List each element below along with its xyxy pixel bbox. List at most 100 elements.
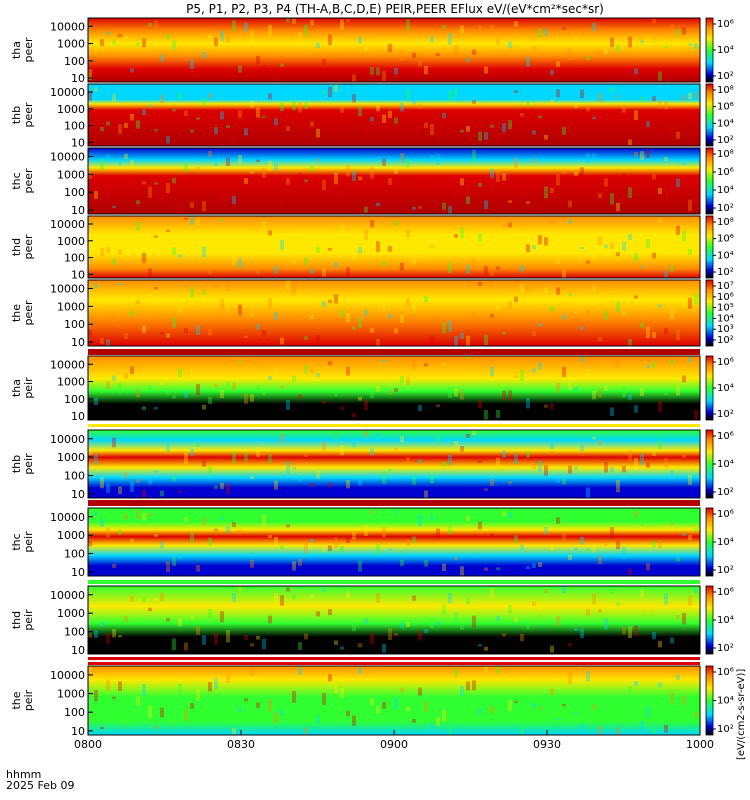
panel-frame xyxy=(87,83,701,147)
spectrogram-thd-peer xyxy=(88,216,700,278)
spectrogram-texture xyxy=(88,586,698,653)
separator-strip xyxy=(88,424,700,427)
colorbar-tick-label: 10⁶ xyxy=(717,167,734,178)
panel-label-the-peer: peer xyxy=(22,300,35,326)
panel-label-thb-peir: peir xyxy=(22,453,35,475)
spectrogram-texture xyxy=(88,280,698,346)
y-tick-label: 100 xyxy=(64,318,85,331)
y-tick-label: 10 xyxy=(71,488,85,501)
colorbar-label: [eV/(cm2-s-sr-eV)] xyxy=(736,669,747,760)
colorbar-tick-label: 10³ xyxy=(717,324,734,335)
spectrogram-texture xyxy=(88,18,698,82)
y-tick-label: 10000 xyxy=(50,669,85,682)
spectrogram-thc-peir xyxy=(88,508,700,576)
colorbar-tick-label: 10⁴ xyxy=(717,696,734,707)
y-tick-label: 100 xyxy=(64,186,85,199)
panel-frame xyxy=(87,507,701,577)
colorbar xyxy=(705,429,714,499)
colorbar-tick-label: 10⁴ xyxy=(717,313,734,324)
y-tick-label: 1000 xyxy=(57,529,85,542)
y-tick-label: 10 xyxy=(71,644,85,657)
y-tick-label: 10000 xyxy=(50,20,85,33)
panel-label-tha-peir: peir xyxy=(22,377,35,399)
x-tick-label: 0800 xyxy=(74,738,102,751)
spectrogram-tha-peir xyxy=(88,356,700,420)
spectrogram-thb-peir xyxy=(88,430,700,498)
date-label: 2025 Feb 09 xyxy=(6,779,74,792)
colorbar-tick-label: 10² xyxy=(717,203,734,214)
panel-label-thb-peer: peer xyxy=(22,102,35,128)
y-tick-label: 100 xyxy=(64,252,85,265)
colorbar xyxy=(705,355,714,421)
y-tick-label: 10000 xyxy=(50,86,85,99)
separator-strip xyxy=(88,349,700,355)
colorbar-tick-label: 10⁶ xyxy=(717,509,734,520)
spectrogram-texture xyxy=(88,84,698,146)
panel-label-thd-peer: peer xyxy=(22,234,35,260)
colorbar-tick-label: 10⁶ xyxy=(717,587,734,598)
panel-label-the-peir: the xyxy=(10,691,23,709)
colorbar-tick-label: 10⁶ xyxy=(717,19,734,30)
x-tick-label: 0930 xyxy=(533,738,561,751)
colorbar-tick-label: 10⁶ xyxy=(717,292,734,303)
y-tick-label: 100 xyxy=(64,55,85,68)
spectrogram-thd-peir xyxy=(88,586,700,654)
x-tick-label: 0900 xyxy=(380,738,408,751)
panel-label-thc-peer: peer xyxy=(22,168,35,194)
y-tick-label: 1000 xyxy=(57,376,85,389)
separator-strip xyxy=(88,580,700,584)
colorbar-tick-label: 10⁵ xyxy=(717,303,734,314)
panel-label-the-peer: the xyxy=(10,304,23,322)
x-axis-label: hhmm xyxy=(6,768,41,781)
panel-label-thd-peer: thd xyxy=(10,238,23,256)
panel-frame xyxy=(87,355,701,421)
panel-label-thd-peir: thd xyxy=(10,611,23,629)
colorbar-tick-label: 10⁴ xyxy=(717,459,734,470)
panel-label-thb-peir: thb xyxy=(10,455,23,473)
colorbar xyxy=(705,665,714,736)
y-tick-label: 1000 xyxy=(57,168,85,181)
colorbar-tick-label: 10⁶ xyxy=(717,357,734,368)
colorbar-tick-label: 10² xyxy=(717,135,734,146)
panels-layer: 10000 1000 100 10 tha peer 10⁶ 10⁴ 10² 10000 1000 1… xyxy=(10,17,734,751)
colorbar-tick-label: 10² xyxy=(717,409,734,420)
panel-label-thb-peer: thb xyxy=(10,106,23,124)
panel-label-thc-peir: peir xyxy=(22,531,35,553)
colorbar-tick-label: 10⁷ xyxy=(717,281,734,292)
y-tick-label: 10000 xyxy=(50,283,85,296)
panel-frame xyxy=(87,147,701,215)
panel-label-tha-peer: tha xyxy=(10,41,23,59)
panel-label-thc-peir: thc xyxy=(10,533,23,550)
y-tick-label: 1000 xyxy=(57,300,85,313)
colorbar-tick-label: 10⁴ xyxy=(717,45,734,56)
colorbar-tick-label: 10² xyxy=(717,487,734,498)
panel-frame xyxy=(87,17,701,83)
x-tick-label: 0830 xyxy=(227,738,255,751)
colorbar-tick-label: 10² xyxy=(717,565,734,576)
colorbar-tick-label: 10⁸ xyxy=(717,85,734,96)
colorbar-tick-label: 10⁶ xyxy=(717,234,734,245)
separator-strip xyxy=(88,662,700,665)
spectrogram-texture xyxy=(88,430,698,498)
colorbar-tick-label: 10⁶ xyxy=(717,431,734,442)
separator-strip xyxy=(88,500,700,506)
colorbar-tick-label: 10⁴ xyxy=(717,615,734,626)
y-tick-label: 10000 xyxy=(50,218,85,231)
y-tick-label: 1000 xyxy=(57,451,85,464)
y-tick-label: 100 xyxy=(64,626,85,639)
spectrogram-texture xyxy=(88,666,698,735)
y-tick-label: 100 xyxy=(64,706,85,719)
panel-label-tha-peir: tha xyxy=(10,379,23,397)
panel-label-the-peir: peir xyxy=(22,689,35,711)
panel-frame xyxy=(87,585,701,655)
colorbar xyxy=(705,17,714,83)
y-tick-label: 10000 xyxy=(50,589,85,602)
colorbar-tick-label: 10² xyxy=(717,267,734,278)
spectrogram-the-peer xyxy=(88,280,700,346)
y-tick-label: 1000 xyxy=(57,103,85,116)
panel-frame xyxy=(87,429,701,499)
colorbar-tick-label: 10² xyxy=(717,724,734,735)
colorbar-tick-label: 10² xyxy=(717,71,734,82)
colorbar xyxy=(705,585,714,655)
panel-label-thd-peir: peir xyxy=(22,609,35,631)
